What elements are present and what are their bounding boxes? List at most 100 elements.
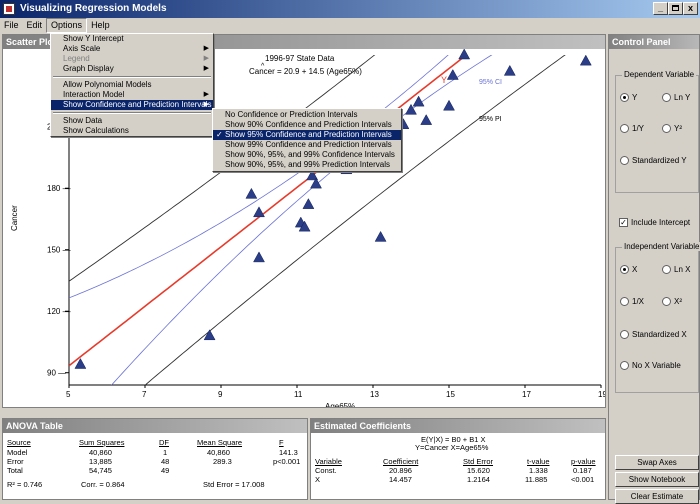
radio-selected-icon: [620, 265, 629, 274]
menu-item-graph-display-label: Graph Display: [63, 64, 114, 73]
radio-icon: [620, 330, 629, 339]
x-tick-label: 11: [294, 390, 303, 399]
coef-header-coefficient: Coefficient: [383, 457, 419, 466]
data-point-marker: [306, 169, 319, 181]
x-tick-label: 15: [446, 390, 455, 399]
indep-option-inverse-x-label: 1/X: [632, 297, 645, 306]
dep-option-lny[interactable]: Ln Y: [662, 93, 690, 102]
menu-item-axis-scale[interactable]: Axis Scale ▶: [51, 44, 213, 54]
dep-option-y-squared-label: Y²: [674, 124, 682, 133]
ci-label: 95% CI: [479, 79, 502, 86]
dep-option-y-squared[interactable]: Y²: [662, 124, 682, 133]
chart-title: 1996-97 State Data: [265, 54, 335, 63]
title-bar: Visualizing Regression Models _ x: [0, 0, 700, 18]
swap-axes-button[interactable]: Swap Axes: [615, 455, 699, 470]
anova-header-sumsq: Sum Squares: [79, 438, 125, 447]
anova-cell: 40,860: [207, 448, 230, 457]
dep-option-y[interactable]: Y: [620, 93, 637, 102]
restore-icon: [672, 5, 679, 11]
data-point-marker: [253, 206, 265, 218]
submenu-item-90[interactable]: Show 90% Confidence and Prediction Inter…: [225, 120, 392, 129]
menu-options[interactable]: Options: [46, 18, 88, 33]
anova-header-f: F: [279, 438, 284, 447]
menu-item-show-data[interactable]: Show Data: [63, 116, 103, 125]
menu-item-legend-label: Legend: [63, 54, 90, 63]
submenu-arrow-icon: ▶: [203, 91, 209, 98]
anova-cell: Error: [7, 457, 24, 466]
anova-table: Source Sum Squares DF Mean Square F Mode…: [7, 438, 305, 499]
indep-option-x-label: X: [632, 265, 638, 274]
indep-option-x[interactable]: X: [620, 265, 637, 274]
yhat-label: Y: [441, 75, 447, 85]
close-button[interactable]: x: [683, 2, 698, 15]
indep-option-no-x[interactable]: No X Variable: [620, 361, 681, 370]
checkmark-icon: ✓: [216, 130, 223, 139]
data-point-marker: [503, 64, 516, 76]
dep-option-standardized-y[interactable]: Standardized Y: [620, 156, 687, 165]
submenu-item-95-label: Show 95% Confidence and Prediction Inter…: [225, 130, 392, 139]
menu-item-show-y-intercept[interactable]: Show Y Intercept: [63, 34, 124, 43]
options-menu: Show Y Intercept Axis Scale ▶ Legend ▶ Gra…: [50, 33, 214, 137]
coef-cell: 1.338: [529, 466, 548, 475]
menu-edit[interactable]: Edit: [26, 20, 43, 30]
menu-item-graph-display[interactable]: Graph Display ▶: [51, 64, 213, 74]
coef-header-std-error: Std Error: [463, 457, 494, 466]
prediction-upper-line: [69, 55, 376, 282]
indep-option-standardized-x[interactable]: Standardized X: [620, 330, 687, 339]
prediction-lower-line: [144, 55, 566, 385]
menu-help[interactable]: Help: [91, 20, 110, 30]
data-point-marker: [443, 99, 455, 111]
clear-estimate-button[interactable]: Clear Estimate: [615, 489, 699, 504]
indep-option-x-squared[interactable]: X²: [662, 297, 682, 306]
data-point-marker: [405, 103, 417, 115]
x-tick-label: 7: [142, 390, 147, 399]
data-point-marker: [374, 230, 387, 242]
dep-option-inverse-y[interactable]: 1/Y: [620, 124, 644, 133]
equation-hat-mark: ^: [261, 63, 265, 70]
coef-cell: 14.457: [389, 475, 412, 484]
window-title: Visualizing Regression Models: [20, 3, 167, 14]
dep-option-inverse-y-label: 1/Y: [632, 124, 645, 133]
coefficients-panel: Estimated Coefficients E(Y|X) = B0 + B1 …: [310, 418, 606, 500]
menu-item-show-intervals-label: Show Confidence and Prediction Intervals: [63, 100, 212, 109]
minimize-button[interactable]: _: [653, 2, 668, 15]
anova-cell: 48: [161, 457, 170, 466]
y-tick-label: 90 —: [47, 369, 66, 378]
anova-panel-title: ANOVA Table: [3, 419, 307, 433]
submenu-arrow-icon: ▶: [203, 45, 209, 52]
anova-cell: Total: [7, 466, 23, 475]
y-tick-label: 120 —: [47, 307, 71, 316]
submenu-item-no-intervals[interactable]: No Confidence or Prediction Intervals: [225, 110, 358, 119]
coef-cell: 15.620: [467, 466, 490, 475]
anova-cell: 289.3: [213, 457, 232, 466]
data-point-marker: [298, 220, 311, 232]
radio-icon: [620, 124, 629, 133]
restore-button[interactable]: [668, 2, 683, 15]
submenu-arrow-icon: ▶: [203, 101, 209, 108]
menu-item-legend: Legend ▶: [51, 54, 213, 64]
anova-header-source: Source: [7, 438, 31, 447]
anova-header-df: DF: [159, 438, 169, 447]
menu-item-show-calculations[interactable]: Show Calculations: [63, 126, 129, 135]
menu-item-interaction-model[interactable]: Interaction Model ▶: [51, 90, 213, 100]
menu-bar: File Edit Options Help: [0, 18, 700, 33]
submenu-item-all-prediction[interactable]: Show 90%, 95%, and 99% Prediction Interv…: [225, 160, 390, 169]
radio-selected-icon: [620, 93, 629, 102]
include-intercept-label: Include Intercept: [631, 218, 691, 227]
indep-option-lnx[interactable]: Ln X: [662, 265, 690, 274]
anova-cell: Model: [7, 448, 28, 457]
submenu-item-99[interactable]: Show 99% Confidence and Prediction Inter…: [225, 140, 392, 149]
menu-item-show-intervals[interactable]: Show Confidence and Prediction Intervals…: [51, 100, 213, 110]
indep-option-inverse-x[interactable]: 1/X: [620, 297, 644, 306]
submenu-item-all-confidence[interactable]: Show 90%, 95%, and 99% Confidence Interv…: [225, 150, 395, 159]
y-tick-label: 150 —: [47, 246, 71, 255]
menu-item-allow-polynomial[interactable]: Allow Polynomial Models: [63, 80, 152, 89]
menu-separator: [51, 110, 213, 116]
show-notebook-button[interactable]: Show Notebook: [615, 472, 699, 487]
include-intercept-checkbox[interactable]: ✓ Include Intercept: [619, 218, 690, 227]
anova-r-squared: R² = 0.746: [7, 480, 43, 489]
submenu-item-95[interactable]: ✓ Show 95% Confidence and Prediction Inte…: [213, 130, 401, 140]
menu-file[interactable]: File: [4, 20, 19, 30]
intervals-submenu: No Confidence or Prediction Intervals Sh…: [212, 108, 402, 172]
data-point-marker: [74, 357, 87, 369]
